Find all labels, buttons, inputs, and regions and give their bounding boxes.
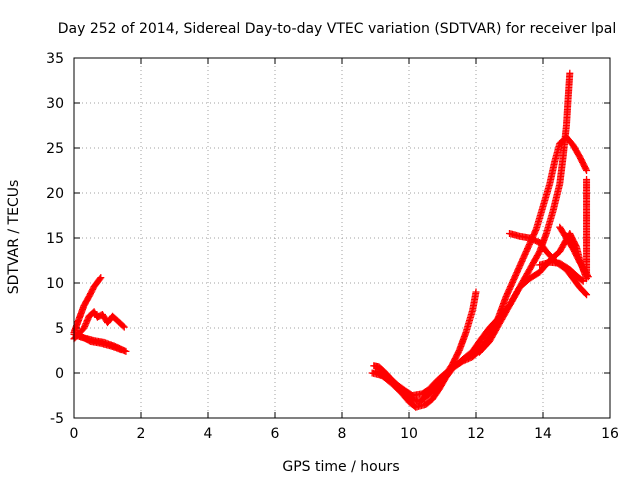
y-tick-label: -5 bbox=[50, 411, 64, 427]
series-track-l bbox=[583, 176, 591, 278]
x-tick-label: 14 bbox=[534, 426, 552, 442]
y-tick-label: 5 bbox=[55, 321, 64, 337]
data-point bbox=[96, 275, 104, 283]
tick-layer: 0 2 4 6 8 10 12 14 16 -5 0 5 10 15 20 25 30 35 bbox=[46, 51, 619, 442]
data-point bbox=[583, 291, 591, 299]
x-tick-label: 10 bbox=[400, 426, 418, 442]
grid-layer bbox=[74, 58, 610, 418]
data-point bbox=[472, 288, 480, 296]
y-tick-label: 30 bbox=[46, 96, 64, 112]
data-point bbox=[97, 274, 105, 282]
y-tick-label: 10 bbox=[46, 276, 64, 292]
x-tick-label: 0 bbox=[70, 426, 79, 442]
data-point bbox=[117, 346, 125, 354]
y-tick-label: 35 bbox=[46, 51, 64, 67]
y-tick-label: 25 bbox=[46, 141, 64, 157]
y-tick-label: 15 bbox=[46, 231, 64, 247]
x-tick-label: 8 bbox=[338, 426, 347, 442]
x-tick-label: 6 bbox=[271, 426, 280, 442]
series-track-d bbox=[77, 332, 125, 354]
data-point bbox=[578, 276, 586, 284]
x-tick-label: 12 bbox=[467, 426, 485, 442]
plot-frame bbox=[73, 57, 611, 419]
x-tick-label: 16 bbox=[601, 426, 619, 442]
series-track-e bbox=[370, 288, 480, 406]
y-axis-label: SDTVAR / TECUs bbox=[6, 180, 22, 295]
series-track-k bbox=[556, 223, 592, 281]
data-point bbox=[583, 167, 591, 174]
data-point bbox=[582, 290, 590, 298]
x-axis-label: GPS time / hours bbox=[282, 459, 399, 475]
y-tick-label: 0 bbox=[55, 366, 64, 382]
x-tick-label: 4 bbox=[204, 426, 213, 442]
data-point bbox=[583, 270, 591, 278]
data-point bbox=[119, 322, 127, 330]
data-point bbox=[120, 323, 128, 331]
series-track-g bbox=[372, 133, 591, 399]
data-point bbox=[566, 69, 574, 77]
data-points bbox=[70, 69, 592, 411]
y-tick-label: 20 bbox=[46, 186, 64, 202]
series-track-j bbox=[536, 258, 587, 285]
data-point bbox=[122, 347, 130, 355]
x-tick-label: 2 bbox=[137, 426, 146, 442]
data-point bbox=[579, 277, 587, 285]
chart-title: Day 252 of 2014, Sidereal Day-to-day VTE… bbox=[58, 21, 616, 37]
data-point bbox=[582, 165, 590, 173]
